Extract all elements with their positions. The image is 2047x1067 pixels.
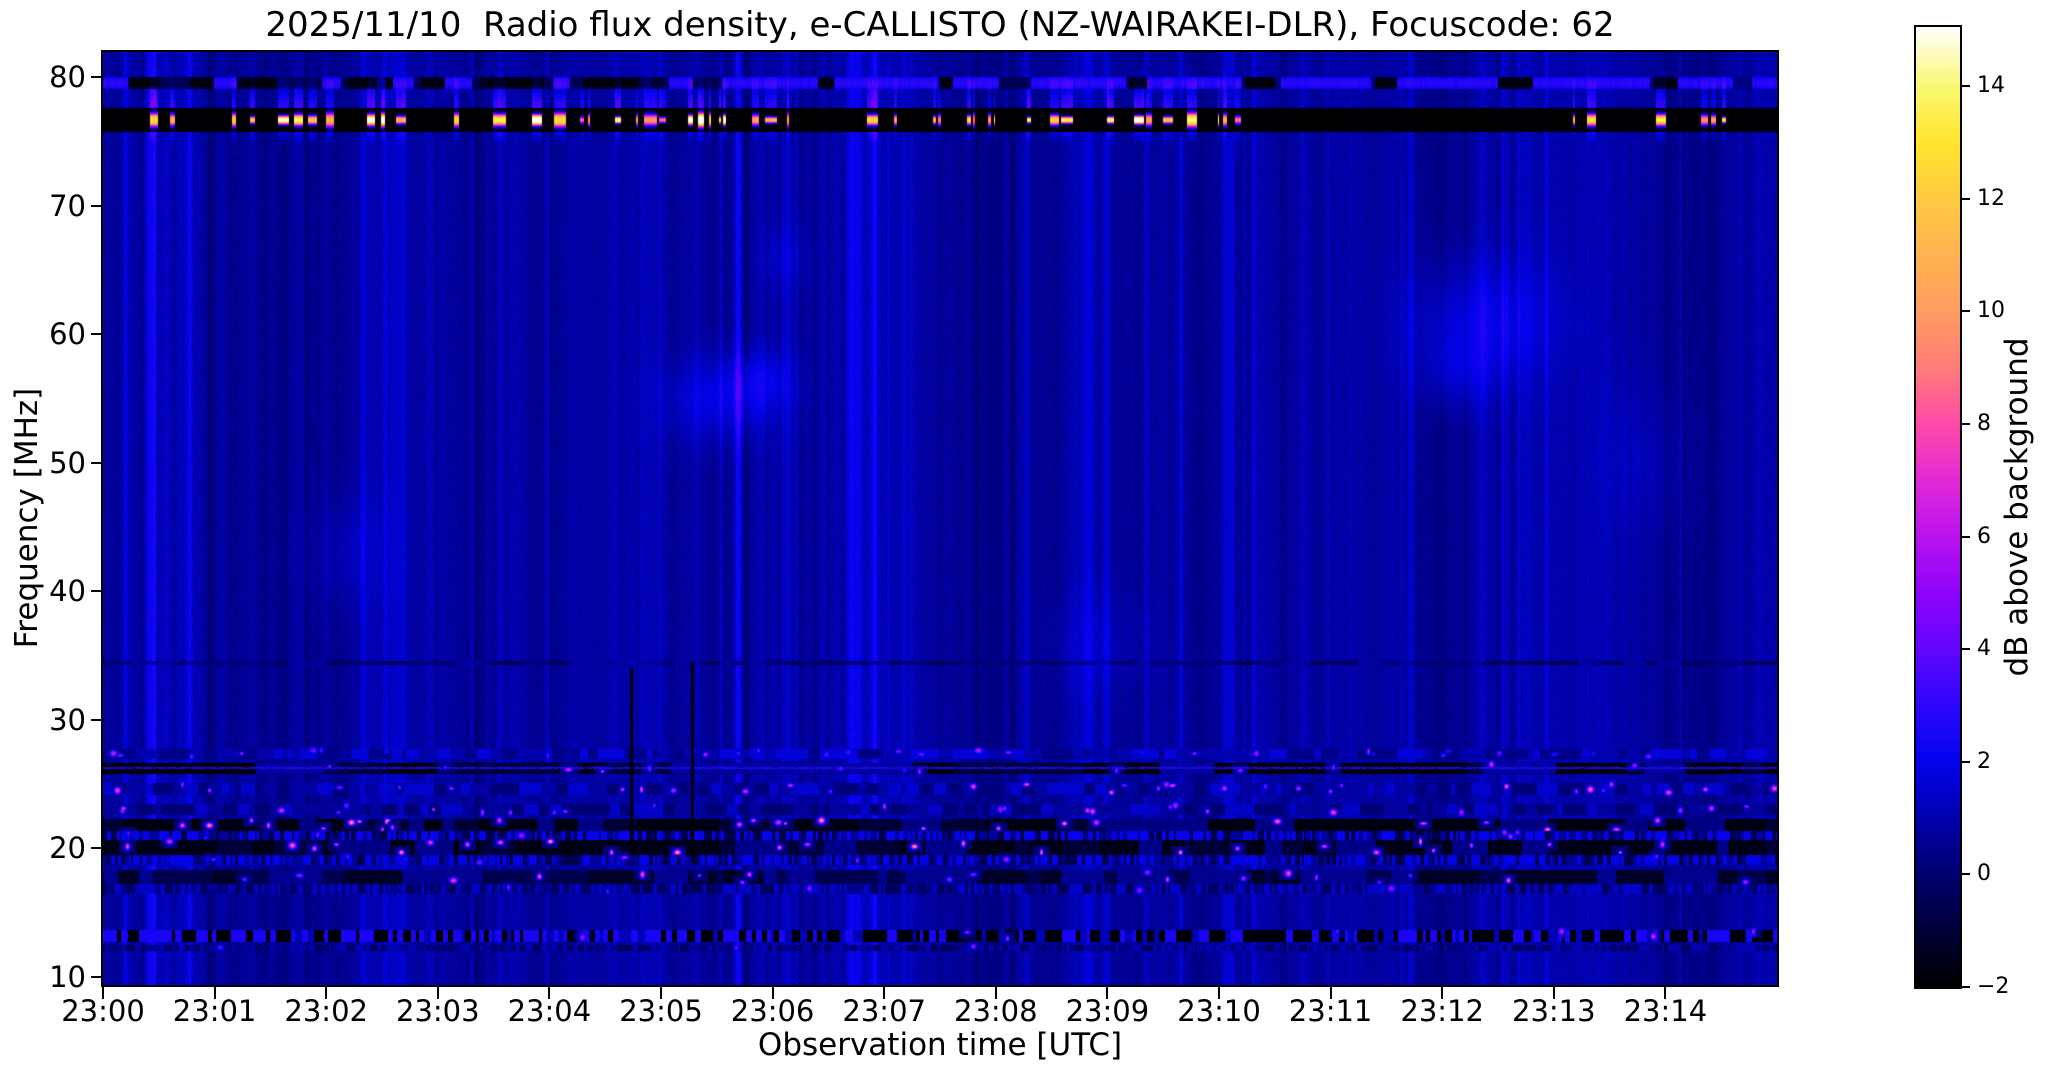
y-tick-label: 40 xyxy=(49,574,86,609)
y-tick-label: 10 xyxy=(49,959,86,994)
x-tick-label: 23:09 xyxy=(1065,994,1150,1028)
x-tick-mark xyxy=(548,987,551,999)
colorbar-tick-mark xyxy=(1960,535,1970,538)
colorbar-tick-label: 2 xyxy=(1977,748,1991,774)
x-tick-mark xyxy=(1664,987,1667,999)
x-tick-mark xyxy=(436,987,439,999)
y-tick-mark xyxy=(91,333,103,336)
colorbar-tick-mark xyxy=(1960,85,1970,88)
y-tick-mark xyxy=(91,847,103,850)
colorbar-tick-mark xyxy=(1960,986,1970,988)
y-tick-mark xyxy=(91,461,103,464)
colorbar-tick-label: 10 xyxy=(1977,298,2005,324)
colorbar-tick-label: 14 xyxy=(1977,73,2005,99)
x-tick-label: 23:10 xyxy=(1177,994,1261,1028)
colorbar xyxy=(1914,25,1962,989)
colorbar-tick-mark xyxy=(1960,760,1970,763)
x-tick-mark xyxy=(1329,987,1332,999)
colorbar-tick-label: 8 xyxy=(1977,410,1991,436)
y-tick-label: 60 xyxy=(49,317,86,352)
y-tick-mark xyxy=(91,204,103,207)
colorbar-tick-mark xyxy=(1960,197,1970,200)
x-tick-mark xyxy=(771,987,774,999)
x-tick-label: 23:04 xyxy=(507,994,592,1028)
colorbar-tick-label: −2 xyxy=(1977,974,2010,999)
x-tick-mark xyxy=(102,987,104,999)
x-tick-label: 23:05 xyxy=(619,994,703,1028)
x-tick-label: 23:03 xyxy=(396,994,480,1028)
x-tick-label: 23:14 xyxy=(1623,994,1708,1028)
x-tick-label: 23:00 xyxy=(61,994,145,1028)
x-tick-label: 23:13 xyxy=(1512,994,1596,1028)
x-tick-mark xyxy=(1106,987,1109,999)
y-tick-label: 30 xyxy=(49,702,86,737)
x-tick-mark xyxy=(213,987,216,999)
x-tick-label: 23:08 xyxy=(954,994,1038,1028)
colorbar-tick-label: 6 xyxy=(1977,523,1991,549)
x-axis-label: Observation time [UTC] xyxy=(757,1027,1123,1063)
colorbar-tick-mark xyxy=(1960,648,1970,651)
y-tick-label: 70 xyxy=(49,188,86,223)
colorbar-tick-mark xyxy=(1960,422,1970,425)
y-tick-mark xyxy=(91,975,103,978)
colorbar-tick-label: 4 xyxy=(1977,636,1991,662)
x-tick-mark xyxy=(1218,987,1220,999)
x-tick-label: 23:06 xyxy=(730,994,815,1028)
x-tick-label: 23:02 xyxy=(284,994,368,1028)
chart-title: 2025/11/10 Radio flux density, e-CALLIST… xyxy=(265,5,1615,45)
y-tick-mark xyxy=(91,718,103,721)
colorbar-tick-label: 0 xyxy=(1977,861,1991,887)
x-tick-mark xyxy=(1441,987,1444,999)
x-tick-label: 23:01 xyxy=(172,994,257,1028)
spectrogram-canvas xyxy=(103,52,1777,985)
colorbar-tick-label: 12 xyxy=(1977,185,2005,211)
x-tick-mark xyxy=(994,987,997,999)
colorbar-canvas xyxy=(1916,27,1960,987)
y-tick-mark xyxy=(91,590,103,593)
y-axis-label: Frequency [MHz] xyxy=(9,387,45,649)
x-tick-mark xyxy=(883,987,886,999)
x-tick-label: 23:07 xyxy=(842,994,926,1028)
spectrogram-plot-area xyxy=(101,50,1779,987)
x-tick-mark xyxy=(325,987,328,999)
x-tick-mark xyxy=(1552,987,1555,999)
colorbar-tick-mark xyxy=(1960,873,1970,876)
x-tick-label: 23:11 xyxy=(1288,994,1373,1028)
x-tick-label: 23:12 xyxy=(1400,994,1484,1028)
x-tick-mark xyxy=(660,987,662,999)
y-tick-label: 80 xyxy=(49,60,86,95)
y-tick-label: 20 xyxy=(49,831,86,866)
colorbar-label: dB above background xyxy=(1999,337,2035,677)
colorbar-tick-mark xyxy=(1960,310,1970,313)
y-tick-mark xyxy=(91,76,103,79)
y-tick-label: 50 xyxy=(49,445,86,480)
